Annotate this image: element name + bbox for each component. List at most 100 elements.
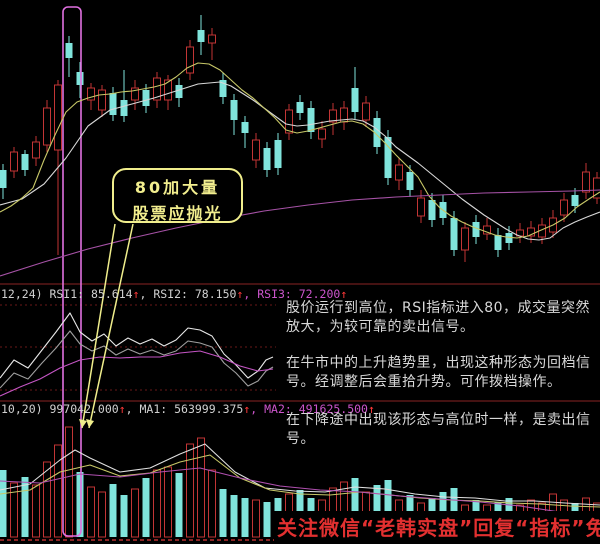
volume-bar-up bbox=[131, 488, 139, 538]
candle-body-up bbox=[318, 128, 326, 140]
volume-bar-up bbox=[197, 437, 205, 538]
rsi2-line bbox=[0, 330, 274, 389]
candle-body-up bbox=[32, 141, 40, 159]
candle-body-down bbox=[109, 93, 117, 115]
candle-body-up bbox=[362, 102, 370, 121]
candle-body-down bbox=[0, 170, 7, 188]
candle-body-up bbox=[395, 164, 403, 181]
candle-body-down bbox=[351, 88, 359, 112]
annotation-arrow-line bbox=[88, 223, 134, 429]
note-paragraph-1: 股价运行到高位，RSI指标进入80，成交量突然放大，为较可靠的卖出信号。 bbox=[286, 300, 591, 335]
annotation-callout: 80加大量 股票应抛光 bbox=[112, 168, 243, 223]
candle-body-down bbox=[571, 195, 579, 206]
candle-body-down bbox=[428, 200, 436, 220]
volume-bar-up bbox=[65, 426, 73, 538]
candle-body-down bbox=[494, 235, 502, 250]
annotation-arrow-line bbox=[81, 223, 116, 429]
candle-body-up bbox=[208, 34, 216, 44]
volume-bar-down bbox=[384, 480, 392, 537]
rsi3-value-text: , RSI3: 72.200 bbox=[243, 287, 341, 301]
candle-body-down bbox=[21, 154, 29, 170]
up-arrow-icon: ↑ bbox=[340, 287, 348, 301]
wechat-promo-text: 关注微信“老韩实盘”回复“指标”免费领 bbox=[274, 511, 600, 542]
up-arrow-icon: ↑ bbox=[118, 402, 126, 416]
note-paragraph-2: 在牛市中的上升趋势里，出现这种形态为回档信号。经调整后会重拾升势。可作拨档操作。 bbox=[286, 355, 591, 390]
vol-ma-yellow bbox=[0, 454, 600, 508]
candle-body-up bbox=[87, 87, 95, 101]
volume-bar-down bbox=[241, 498, 249, 537]
volume-bar-up bbox=[10, 482, 18, 538]
candle-body-up bbox=[329, 109, 337, 123]
annotation-arrowhead bbox=[86, 419, 94, 428]
rsi1-line bbox=[0, 312, 274, 379]
volume-bar-down bbox=[142, 478, 150, 537]
volume-bar-down bbox=[109, 484, 117, 537]
candle-ma-magenta bbox=[0, 189, 600, 277]
candle-body-up bbox=[98, 89, 106, 111]
volume-bar-down bbox=[120, 495, 128, 537]
volume-indicator-header: 10,20) 997042.000↑, MA1: 563999.375↑, MA… bbox=[1, 402, 375, 416]
annotation-arrowhead bbox=[79, 419, 87, 428]
volume-bar-down bbox=[76, 472, 84, 537]
volume-bar-up bbox=[98, 491, 106, 538]
rsi3-line bbox=[0, 350, 274, 397]
candle-ma-white bbox=[0, 81, 600, 241]
candle-body-down bbox=[219, 80, 227, 97]
candle-body-up bbox=[560, 199, 568, 216]
volume-bar-down bbox=[21, 477, 29, 537]
volume-bar-up bbox=[164, 466, 172, 538]
candle-body-down bbox=[274, 140, 282, 168]
volume-bar-up bbox=[32, 484, 40, 538]
volume-bar-up bbox=[87, 486, 95, 538]
highlight-rectangle bbox=[62, 6, 82, 537]
candle-body-down bbox=[406, 172, 414, 190]
volume-bar-up bbox=[252, 499, 260, 538]
volume-bar-up bbox=[186, 443, 194, 538]
volume-bar-down bbox=[219, 489, 227, 537]
rsi1-value-text: 12,24) RSI1: 85.614 bbox=[1, 287, 133, 301]
candle-body-up bbox=[10, 151, 18, 172]
note-paragraph-3: 在下降途中出现该形态与高位时一样，是卖出信号。 bbox=[286, 412, 591, 447]
candle-body-down bbox=[65, 43, 73, 58]
annotation-line1: 80加大量 bbox=[134, 178, 221, 197]
volume-bar-up bbox=[153, 469, 161, 538]
candle-body-down bbox=[296, 102, 304, 113]
up-arrow-icon: ↑ bbox=[243, 402, 251, 416]
up-arrow-icon: ↑ bbox=[132, 287, 140, 301]
candle-body-down bbox=[230, 100, 238, 120]
volume-bar-up bbox=[54, 444, 62, 538]
candle-body-down bbox=[373, 118, 381, 147]
candle-body-up bbox=[252, 139, 260, 161]
up-arrow-icon: ↑ bbox=[236, 287, 244, 301]
candle-body-down bbox=[197, 30, 205, 42]
volume-bar-down bbox=[0, 470, 7, 537]
candle-body-up bbox=[43, 107, 51, 146]
candle-body-down bbox=[175, 85, 183, 98]
vol-ma-white bbox=[0, 443, 600, 506]
vol-ma2-value-text: , MA2: 491625.500 bbox=[250, 402, 368, 416]
vol-ma1-value-text: , MA1: 563999.375 bbox=[125, 402, 244, 416]
volume-bar-down bbox=[175, 473, 183, 537]
candle-body-down bbox=[384, 137, 392, 178]
candle-body-up bbox=[54, 84, 62, 151]
candle-body-down bbox=[241, 122, 249, 133]
volume-value-text: 10,20) 997042.000 bbox=[1, 402, 119, 416]
candle-body-up bbox=[527, 227, 535, 237]
candle-body-down bbox=[120, 100, 128, 116]
volume-bar-up bbox=[208, 469, 216, 538]
up-arrow-icon: ↑ bbox=[367, 402, 375, 416]
rsi2-value-text: , RSI2: 78.150 bbox=[139, 287, 237, 301]
annotation-line2: 股票应抛光 bbox=[132, 204, 223, 223]
vol-ma-magenta bbox=[0, 467, 600, 518]
candle-body-up bbox=[186, 46, 194, 74]
candle-body-up bbox=[417, 197, 425, 217]
candle-body-down bbox=[472, 222, 480, 237]
candle-body-down bbox=[307, 108, 315, 132]
candle-body-up bbox=[582, 171, 590, 193]
volume-bar-down bbox=[230, 495, 238, 537]
candle-body-down bbox=[505, 233, 513, 243]
candle-body-up bbox=[483, 225, 491, 235]
candle-body-down bbox=[450, 218, 458, 250]
